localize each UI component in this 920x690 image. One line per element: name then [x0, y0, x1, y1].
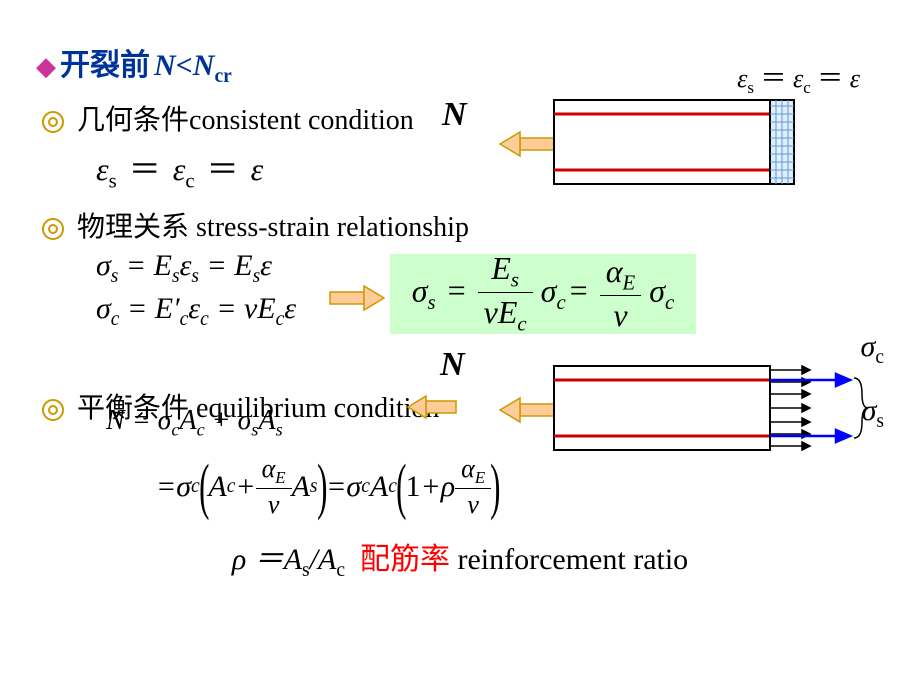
derived-eq-box: σs = EsνEc σc= αEν σc	[390, 254, 696, 334]
condition-2: 物理关系 stress-strain relationship	[42, 205, 884, 245]
n-label-2: N	[440, 346, 465, 384]
sigma-c-arrows	[770, 366, 810, 450]
title-cond: N<Ncr	[154, 49, 232, 88]
brace	[854, 378, 868, 438]
target-icon-3	[42, 399, 64, 421]
load-arrow-left-1	[500, 132, 554, 156]
diagram-beam-stress	[470, 360, 870, 460]
target-icon-1	[42, 111, 64, 133]
n-label-1: N	[442, 96, 467, 134]
eq-equilibrium-2: = σc ( Ac + αEν As ) = σcAc ( 1+ ρ αEν )	[156, 455, 884, 520]
implies-arrow	[326, 282, 386, 312]
diagram-beam-strain	[470, 94, 850, 194]
condition-3: 平衡条件 equilibrium condition	[42, 386, 439, 426]
top-strain-equation: εs ＝ εc ＝ ε	[737, 58, 860, 98]
diamond-bullet: ◆	[36, 52, 56, 82]
load-arrow-left-2	[500, 398, 554, 422]
cond3-arrow	[406, 392, 462, 420]
target-icon-2	[42, 218, 64, 240]
rho-definition: ρ ＝As/Ac 配筋率 reinforcement ratio	[36, 534, 884, 582]
title-chinese: 开裂前	[60, 40, 150, 84]
